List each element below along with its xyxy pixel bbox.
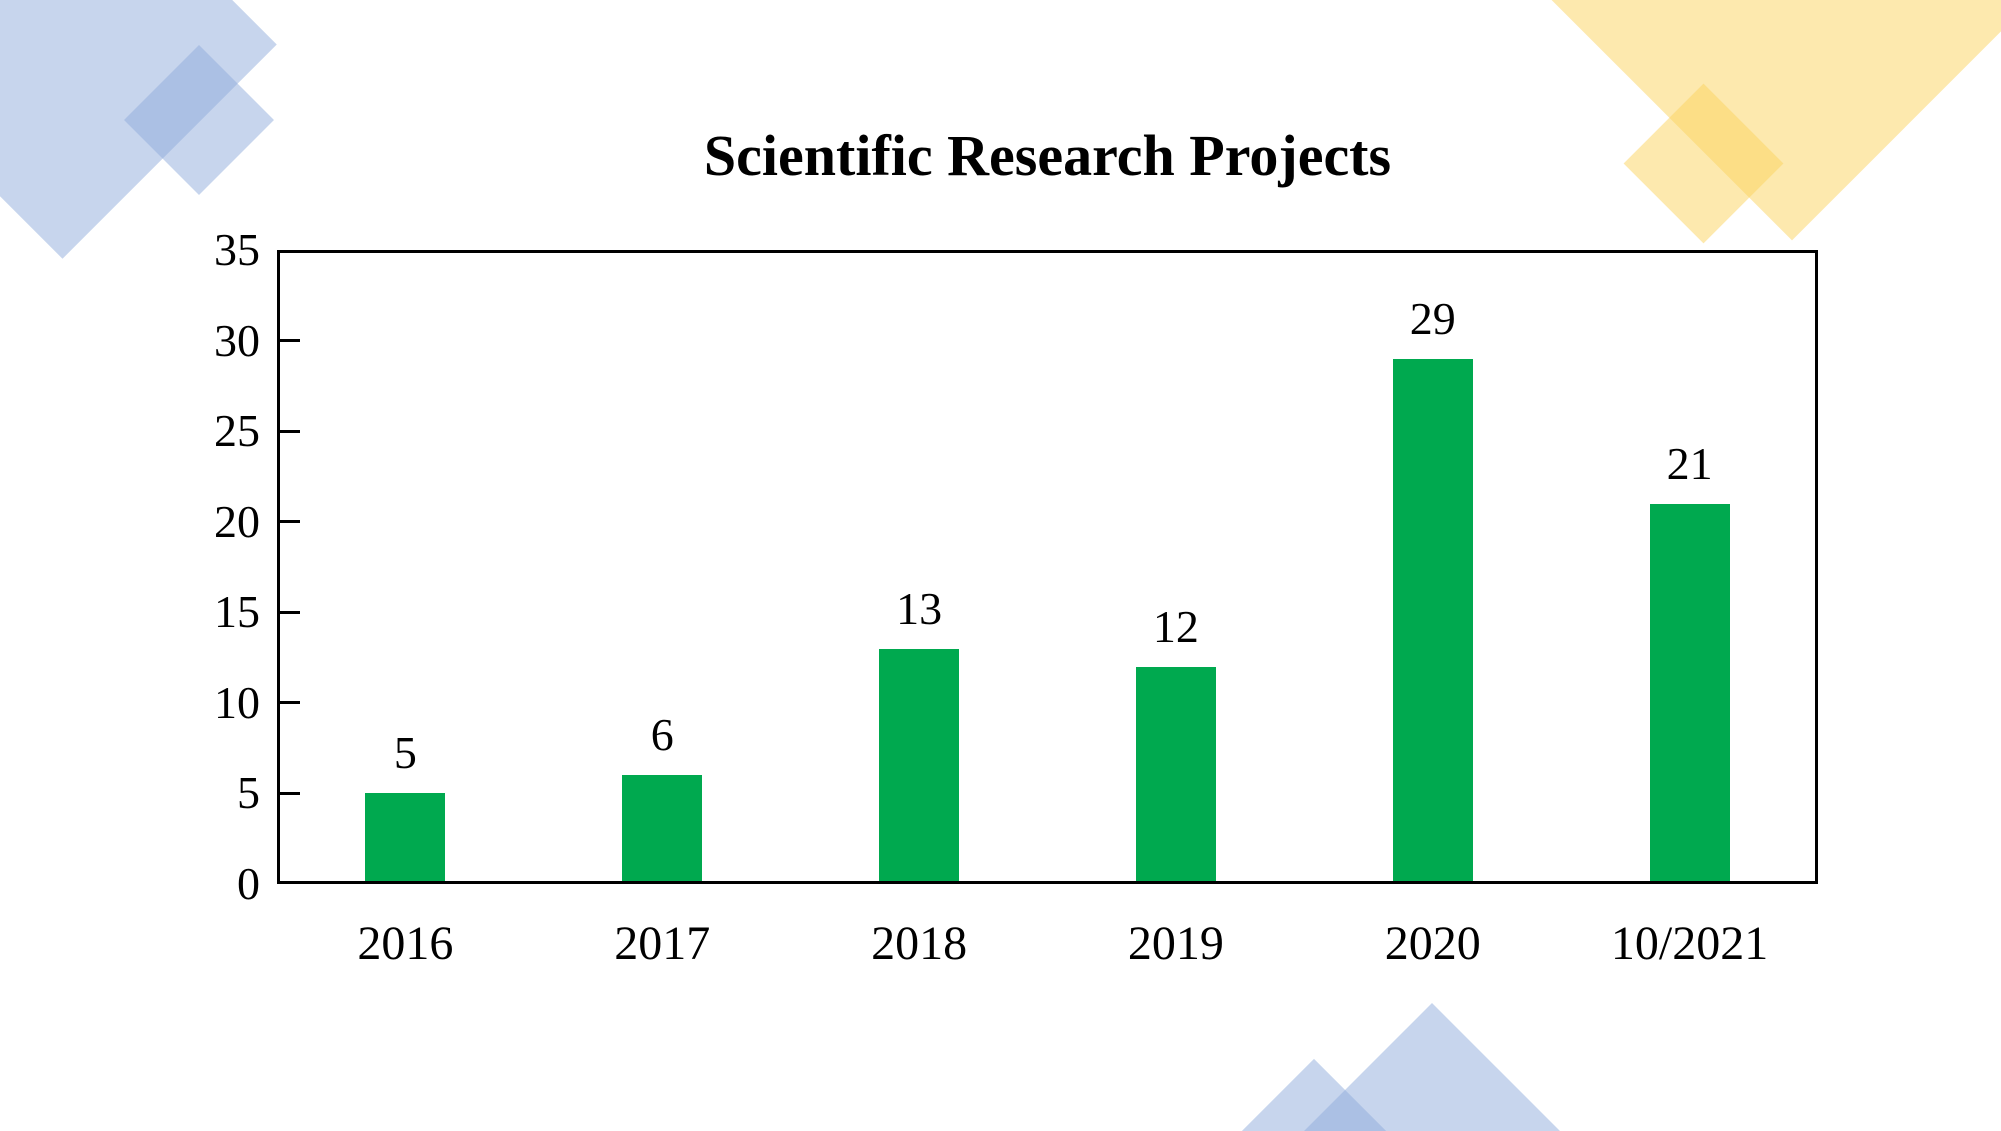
x-tick-label: 2020 [1384, 917, 1481, 970]
x-tick-label: 2019 [1127, 917, 1224, 970]
chart-title: Scientific Research Projects [703, 123, 1392, 188]
y-tick-label: 30 [214, 314, 260, 366]
y-tick-label: 25 [214, 405, 260, 457]
bar [1392, 358, 1473, 881]
bar-value-label: 29 [1409, 292, 1456, 344]
y-tick-mark [280, 701, 300, 705]
bar-value-label: 12 [1152, 600, 1199, 652]
bar-value-label: 21 [1666, 437, 1713, 489]
bar [1135, 666, 1216, 881]
bar [365, 793, 446, 881]
x-tick-label: 10/2021 [1610, 917, 1769, 970]
plot-area [277, 250, 1818, 884]
y-tick-label: 35 [214, 224, 260, 275]
x-tick-label: 2016 [357, 917, 454, 970]
x-tick-label: 2018 [871, 917, 968, 970]
y-tick-label: 10 [214, 676, 260, 728]
bar [879, 648, 960, 881]
y-tick-label: 0 [237, 858, 260, 909]
y-tick-label: 20 [214, 495, 260, 547]
decor-diamond-top-right-large [1551, 0, 2001, 241]
y-tick-mark [280, 339, 300, 343]
y-tick-mark [280, 520, 300, 524]
x-tick-label: 2017 [614, 917, 711, 970]
y-tick-mark [280, 429, 300, 433]
y-tick-label: 15 [214, 586, 260, 638]
y-tick-mark [280, 791, 300, 795]
y-tick-mark [280, 610, 300, 614]
bar [1649, 503, 1730, 881]
bar-value-label: 13 [896, 582, 943, 634]
y-tick-label: 5 [237, 767, 260, 819]
bar-value-label: 5 [393, 727, 417, 779]
bar-value-label: 6 [650, 709, 674, 761]
bar [622, 775, 703, 881]
